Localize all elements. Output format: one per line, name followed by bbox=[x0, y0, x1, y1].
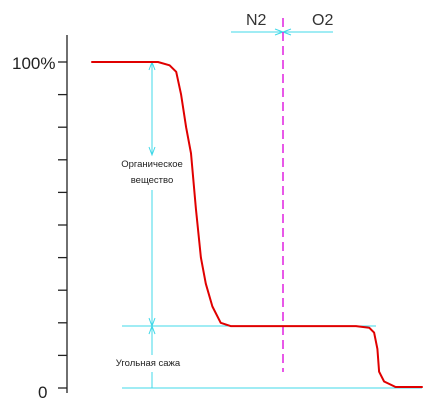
mass-loss-curve bbox=[91, 61, 423, 388]
y-tick-label-top: 100% bbox=[12, 54, 55, 73]
annotation-organic-line2: вещество bbox=[131, 175, 174, 186]
organic-span-arrow-upper-head-bottom bbox=[148, 146, 156, 157]
region-label-o2: O2 bbox=[312, 12, 333, 29]
annotation-organic-line1: Органическое bbox=[121, 159, 183, 170]
y-tick-label-zero: 0 bbox=[38, 383, 47, 400]
annotation-soot-label: Угольная сажа bbox=[116, 358, 181, 369]
region-label-n2: N2 bbox=[246, 12, 267, 29]
